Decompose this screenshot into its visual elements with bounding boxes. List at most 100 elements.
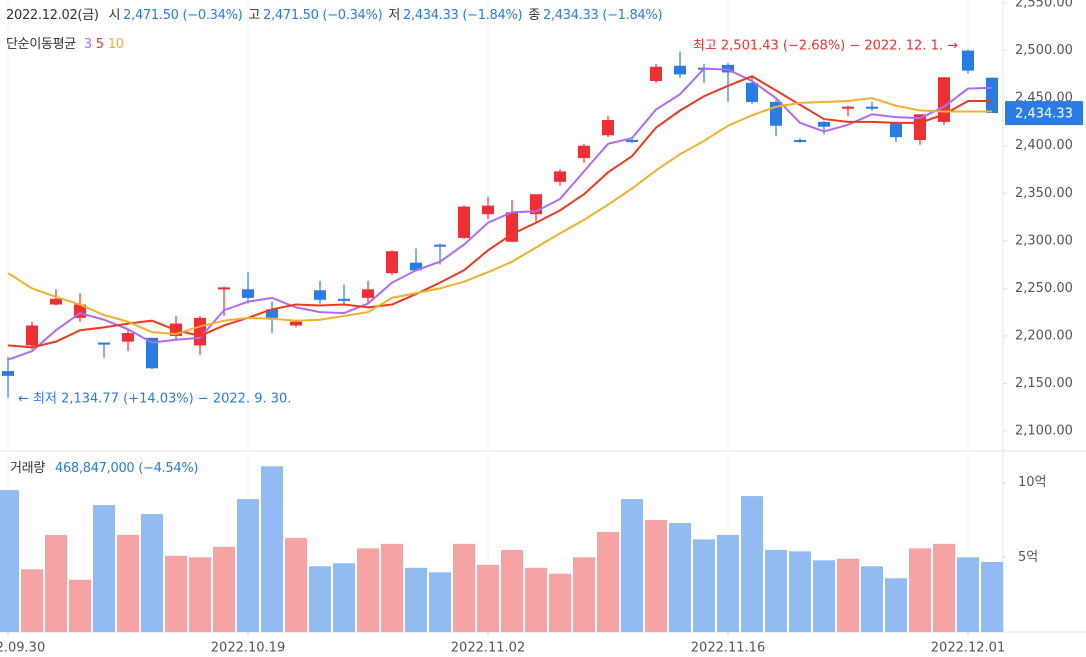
volume-bar bbox=[477, 564, 499, 632]
candle-body bbox=[386, 251, 398, 274]
x-tick-label: 2022.12.01 bbox=[931, 641, 1005, 656]
volume-bar bbox=[741, 496, 763, 632]
legend-entry: 10 bbox=[107, 37, 124, 52]
volume-bar bbox=[909, 548, 931, 632]
volume-bar bbox=[525, 567, 547, 632]
candle-body bbox=[362, 289, 374, 298]
volume-bar bbox=[861, 566, 883, 632]
x-tick-label: 2022.10.19 bbox=[211, 641, 285, 656]
volume-bar bbox=[573, 557, 595, 632]
candle-body bbox=[818, 121, 830, 127]
volume-bar bbox=[69, 579, 91, 632]
y-tick-label: 2,200.00 bbox=[1015, 328, 1073, 343]
volume-bar bbox=[501, 549, 523, 632]
volume-bar bbox=[117, 534, 139, 632]
y-tick-label: 2,150.00 bbox=[1015, 376, 1073, 391]
candle-body bbox=[122, 333, 134, 342]
candle-body bbox=[650, 66, 662, 82]
volume-bar bbox=[405, 567, 427, 632]
ma-legend: 단순이동평균 3 5 10 bbox=[6, 33, 128, 52]
volume-bar bbox=[237, 499, 259, 632]
candle-body bbox=[146, 337, 158, 369]
volume-bar bbox=[357, 548, 379, 632]
candle-body bbox=[914, 114, 926, 140]
volume-title: 거래량 bbox=[10, 461, 45, 476]
low-annotation: ← 최저 2,134.77 (+14.03%) − 2022. 9. 30. bbox=[18, 391, 291, 406]
volume-bar bbox=[189, 557, 211, 632]
volume-bar bbox=[165, 555, 187, 632]
y-tick-label: 2,250.00 bbox=[1015, 281, 1073, 296]
candle-body bbox=[434, 244, 446, 247]
header-value: 2,471.50 (−0.34%) bbox=[123, 8, 243, 23]
candle-body bbox=[602, 120, 614, 136]
moving-average-line bbox=[7, 67, 993, 361]
candle-body bbox=[410, 262, 422, 271]
volume-bar bbox=[693, 539, 715, 632]
candle-body bbox=[554, 171, 566, 182]
header-label: 종 bbox=[528, 8, 540, 23]
volume-bar bbox=[549, 573, 571, 632]
y-tick-label: 2,300.00 bbox=[1015, 233, 1073, 248]
y-tick-label: 2,500.00 bbox=[1015, 43, 1073, 58]
volume-bar bbox=[597, 531, 619, 632]
volume-bar bbox=[309, 566, 331, 632]
volume-bar bbox=[837, 558, 859, 632]
candle-body bbox=[290, 321, 302, 326]
candle-body bbox=[578, 145, 590, 159]
volume-tick-label: 10억 bbox=[1018, 475, 1047, 490]
volume-bar bbox=[813, 560, 835, 632]
moving-average-line bbox=[7, 75, 992, 349]
header-label: 시 bbox=[108, 8, 121, 23]
candle-body bbox=[26, 325, 38, 346]
candle-body bbox=[866, 106, 878, 109]
candle-body bbox=[242, 289, 254, 298]
volume-bar bbox=[933, 543, 955, 632]
volume-bar bbox=[765, 549, 787, 632]
candle-body bbox=[842, 106, 854, 109]
volume-bar bbox=[381, 543, 403, 632]
volume-bar bbox=[21, 569, 43, 632]
moving-average-line bbox=[7, 97, 992, 336]
candle-body bbox=[458, 206, 470, 238]
candle-body bbox=[98, 342, 110, 345]
y-tick-label: 2,550.00 bbox=[1015, 0, 1073, 11]
y-tick-label: 2,350.00 bbox=[1015, 186, 1073, 201]
high-annotation: 최고 2,501.43 (−2.68%) − 2022. 12. 1. → bbox=[693, 39, 958, 54]
legend-title: 단순이동평균 bbox=[6, 37, 76, 52]
candle-body bbox=[674, 65, 686, 75]
price-tag bbox=[1005, 101, 1083, 126]
price-tag-label: 2,434.33 bbox=[1015, 107, 1073, 122]
volume-bar bbox=[645, 519, 667, 632]
volume-tick-label: 5억 bbox=[1018, 550, 1038, 565]
candle-body bbox=[794, 139, 806, 142]
volume-value: 468,847,000 (−4.54%) bbox=[54, 461, 199, 476]
y-tick-label: 2,400.00 bbox=[1015, 138, 1073, 153]
volume-bar bbox=[45, 534, 67, 632]
candle-body bbox=[890, 122, 902, 138]
candle-body bbox=[314, 290, 326, 300]
volume-bar bbox=[885, 578, 907, 632]
x-tick-label: 2022.11.16 bbox=[691, 641, 765, 656]
volume-bar bbox=[333, 563, 355, 632]
volume-bar bbox=[453, 543, 475, 632]
volume-bar bbox=[0, 490, 19, 632]
header-label: 저 bbox=[388, 8, 401, 23]
x-tick-label: 2022.11.02 bbox=[451, 641, 525, 656]
ohlc-header: 2022.12.02(금) 시 2,471.50 (−0.34%) 고 2,471.5… bbox=[6, 4, 668, 23]
header-value: 2,434.33 (−1.84%) bbox=[542, 8, 663, 23]
candle-body bbox=[986, 77, 998, 114]
volume-bar bbox=[141, 514, 163, 632]
volume-bar bbox=[957, 557, 979, 632]
volume-bar bbox=[717, 534, 739, 632]
volume-bar bbox=[213, 546, 235, 632]
volume-bar bbox=[981, 561, 1003, 632]
y-tick-label: 2,100.00 bbox=[1015, 424, 1073, 439]
volume-bar bbox=[429, 572, 451, 632]
candle-body bbox=[266, 309, 278, 318]
candle-body bbox=[338, 298, 350, 301]
legend-entry: 3 bbox=[83, 37, 92, 52]
candle-body bbox=[50, 298, 62, 305]
candle-body bbox=[506, 212, 518, 242]
